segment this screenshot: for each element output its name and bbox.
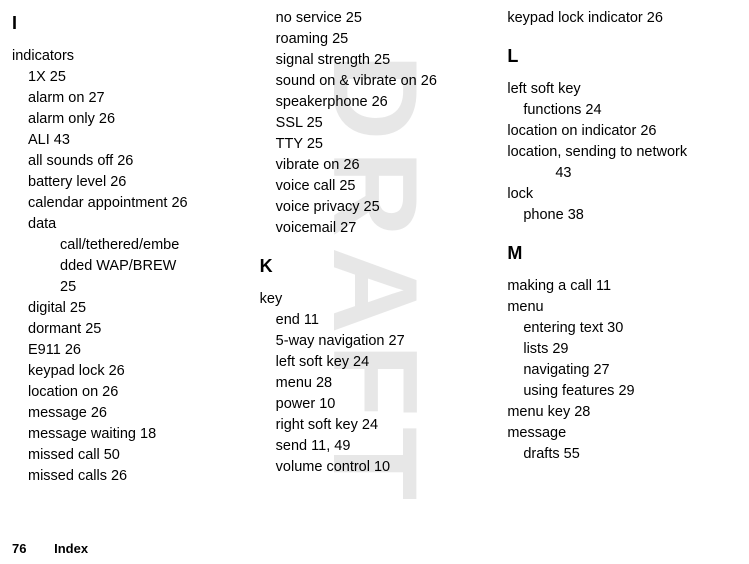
index-subentry: dormant 25	[12, 319, 242, 340]
index-subentry: functions 24	[507, 100, 737, 121]
index-entry: lock	[507, 184, 737, 205]
index-subentry: sound on & vibrate on 26	[260, 71, 490, 92]
index-subentry: volume control 10	[260, 457, 490, 478]
section-letter-i: I	[12, 10, 242, 36]
page-footer: 76 Index	[12, 541, 88, 556]
index-subentry: missed call 50	[12, 445, 242, 466]
index-subentry-deep: 43	[507, 163, 737, 184]
index-subentry: entering text 30	[507, 318, 737, 339]
index-subentry: all sounds off 26	[12, 151, 242, 172]
index-subentry: no service 25	[260, 8, 490, 29]
index-entry: menu key 28	[507, 402, 737, 423]
index-subentry-deep: dded WAP/BREW	[12, 256, 242, 277]
index-subentry: voice privacy 25	[260, 197, 490, 218]
index-entry: location, sending to network	[507, 142, 737, 163]
index-subentry-deep: call/tethered/embe	[12, 235, 242, 256]
index-entry: message	[507, 423, 737, 444]
index-subentry: battery level 26	[12, 172, 242, 193]
index-subentry: SSL 25	[260, 113, 490, 134]
index-subentry: signal strength 25	[260, 50, 490, 71]
index-subentry: right soft key 24	[260, 415, 490, 436]
index-subentry-deep: 25	[12, 277, 242, 298]
index-subentry: using features 29	[507, 381, 737, 402]
section-letter-m: M	[507, 240, 737, 266]
column-2: no service 25 roaming 25 signal strength…	[260, 8, 490, 512]
index-subentry: vibrate on 26	[260, 155, 490, 176]
index-subentry: voice call 25	[260, 176, 490, 197]
index-subentry: navigating 27	[507, 360, 737, 381]
index-subentry: digital 25	[12, 298, 242, 319]
index-subentry: 1X 25	[12, 67, 242, 88]
footer-label: Index	[54, 541, 88, 556]
index-entry: indicators	[12, 46, 242, 67]
index-subentry: message waiting 18	[12, 424, 242, 445]
column-3: keypad lock indicator 26 L left soft key…	[507, 8, 737, 512]
index-subentry: missed calls 26	[12, 466, 242, 487]
index-subentry: keypad lock 26	[12, 361, 242, 382]
index-subentry: phone 38	[507, 205, 737, 226]
index-subentry: power 10	[260, 394, 490, 415]
index-subentry: alarm only 26	[12, 109, 242, 130]
index-entry: key	[260, 289, 490, 310]
index-entry: menu	[507, 297, 737, 318]
index-entry: left soft key	[507, 79, 737, 100]
index-subentry: lists 29	[507, 339, 737, 360]
index-subentry: E911 26	[12, 340, 242, 361]
index-subentry: send 11, 49	[260, 436, 490, 457]
index-subentry: menu 28	[260, 373, 490, 394]
section-letter-l: L	[507, 43, 737, 69]
index-subentry: voicemail 27	[260, 218, 490, 239]
page-number: 76	[12, 541, 26, 556]
column-1: I indicators 1X 25 alarm on 27 alarm onl…	[12, 8, 242, 512]
index-subentry: alarm on 27	[12, 88, 242, 109]
index-subentry: speakerphone 26	[260, 92, 490, 113]
page-content: I indicators 1X 25 alarm on 27 alarm onl…	[0, 0, 749, 520]
index-subentry: end 11	[260, 310, 490, 331]
index-entry: location on indicator 26	[507, 121, 737, 142]
index-subentry: message 26	[12, 403, 242, 424]
index-subentry: ALI 43	[12, 130, 242, 151]
index-entry: making a call 11	[507, 276, 737, 297]
index-subentry: location on 26	[12, 382, 242, 403]
index-subentry: 5-way navigation 27	[260, 331, 490, 352]
index-subentry: data	[12, 214, 242, 235]
index-subentry: calendar appointment 26	[12, 193, 242, 214]
index-subentry: drafts 55	[507, 444, 737, 465]
index-entry: keypad lock indicator 26	[507, 8, 737, 29]
section-letter-k: K	[260, 253, 490, 279]
index-subentry: left soft key 24	[260, 352, 490, 373]
index-subentry: TTY 25	[260, 134, 490, 155]
index-subentry: roaming 25	[260, 29, 490, 50]
